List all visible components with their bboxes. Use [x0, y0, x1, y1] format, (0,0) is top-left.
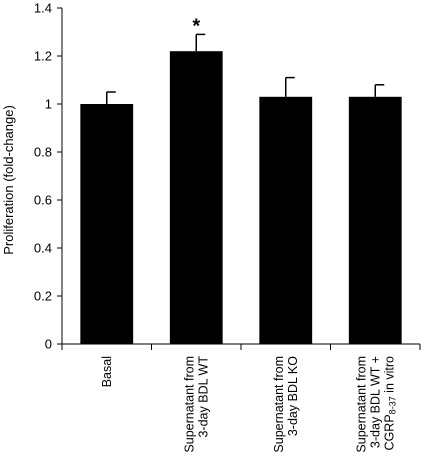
bar: [348, 96, 402, 344]
y-tick-label: 1: [45, 97, 52, 112]
category-label: Basal: [100, 356, 114, 387]
category-labels: Basal Supernatant from 3-day BDL WT Superna…: [100, 356, 398, 453]
y-tick-label: 1.4: [34, 1, 52, 16]
x-axis: [61, 343, 421, 350]
bar: [259, 96, 313, 344]
category-label-line: 3-day BDL KO: [286, 356, 300, 436]
bar: [80, 104, 134, 344]
y-axis: 0 0.2 0.4 0.6 0.8 1 1.2 1.4: [34, 1, 63, 352]
y-tick-label: 0.8: [34, 145, 52, 160]
category-label-line: 3-day BDL WT: [196, 356, 210, 438]
category-label-line: CGRP8-37 in vitro: [382, 356, 397, 450]
category-label-line: Supernatant from: [354, 356, 368, 453]
category-label: Supernatant from 3-day BDL WT + CGRP8-37 i…: [354, 356, 397, 453]
y-tick-label: 0.4: [34, 241, 52, 256]
error-bars: *: [106, 15, 385, 104]
significance-marker: *: [192, 15, 200, 37]
category-label-line: Supernatant from: [182, 356, 196, 453]
category-label-line: Supernatant from: [272, 356, 286, 453]
y-tick-label: 1.2: [34, 49, 52, 64]
category-label: Supernatant from 3-day BDL KO: [272, 356, 300, 453]
category-label-line: 3-day BDL WT +: [368, 356, 382, 448]
y-tick-label: 0.6: [34, 193, 52, 208]
y-axis-title: Proliferation (fold-change): [1, 105, 16, 255]
category-label-line: Basal: [100, 356, 114, 387]
bars: [80, 51, 402, 344]
y-tick-label: 0: [45, 337, 52, 352]
category-label: Supernatant from 3-day BDL WT: [182, 356, 210, 453]
bar: [169, 51, 223, 344]
y-tick-label: 0.2: [34, 289, 52, 304]
